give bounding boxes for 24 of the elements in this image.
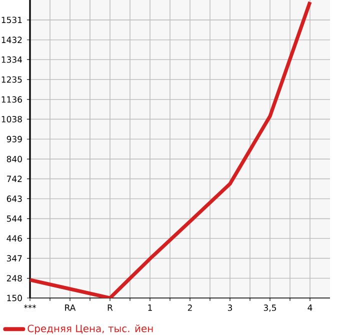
y-tick-label: 1531 [2, 16, 22, 24]
x-tick-label: *** [24, 304, 36, 308]
y-tick-label: 446 [6, 235, 22, 242]
y-tick-label: 1136 [2, 96, 22, 103]
x-tick-label: RA [65, 304, 76, 311]
x-tick-label: 3,5 [264, 304, 276, 312]
y-tick-label: 150 [7, 294, 22, 302]
y-tick-label: 939 [6, 136, 22, 142]
y-tick-label: 248 [6, 275, 22, 282]
x-tick-label: 4 [308, 304, 312, 311]
y-tick-label: 1432 [2, 36, 22, 44]
y-tick-label: 347 [6, 255, 22, 262]
y-tick-label: 1038 [2, 116, 22, 122]
x-tick-label: R [108, 304, 113, 311]
x-tick-label: 2 [188, 304, 192, 311]
y-tick-label: 742 [7, 176, 22, 182]
y-tick-label: 1235 [2, 76, 22, 83]
legend-label: Средняя Цена, тыс. йен [28, 324, 153, 334]
x-tick-label: 3 [228, 304, 232, 311]
y-tick-label: 643 [6, 196, 22, 202]
y-tick-label: 544 [6, 216, 22, 222]
y-tick-label: 1334 [2, 56, 22, 63]
y-tick-label: 840 [6, 156, 22, 162]
x-tick-label: 1 [148, 304, 152, 311]
